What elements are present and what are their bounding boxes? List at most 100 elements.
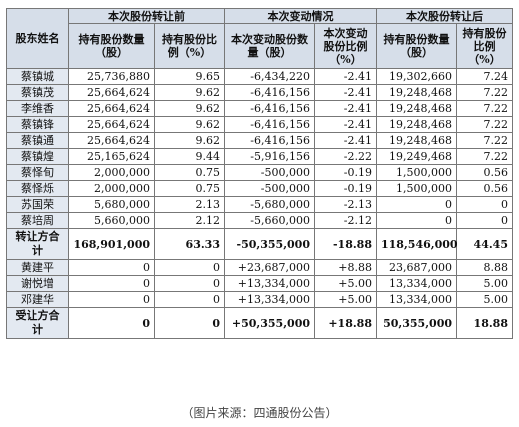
header-pct-held-before: 持有股份比例（%） [154, 23, 225, 69]
pct-held-after-cell: 5.00 [456, 291, 513, 308]
shareholder-name-cell: 蔡镇锋 [6, 116, 69, 133]
shares-held-after-cell: 19,248,468 [376, 100, 457, 117]
table-row: 蔡怿烁 2,000,000 0.75 -500,000 -0.19 1,500,000 0.… [6, 180, 513, 197]
shares-held-before-cell: 0 [68, 307, 155, 339]
shares-held-before-cell: 25,736,880 [68, 68, 155, 85]
table-row: 蔡镇煌 25,165,624 9.44 -5,916,156 -2.22 19,249,4… [6, 148, 513, 165]
shares-held-after-cell: 13,334,000 [376, 275, 457, 292]
shares-held-before-cell: 25,664,624 [68, 116, 155, 133]
pct-held-before-cell: 0 [154, 259, 225, 276]
pct-change-cell: -0.19 [314, 180, 377, 197]
table-row: 蔡培周 5,660,000 2.12 -5,660,000 -2.12 0 0 [6, 212, 513, 229]
shareholder-name-cell: 转让方合计 [6, 228, 69, 260]
pct-held-after-cell: 0.56 [456, 180, 513, 197]
table-row: 苏国荣 5,680,000 2.13 -5,680,000 -2.13 0 0 [6, 196, 513, 213]
pct-held-after-cell: 0 [456, 196, 513, 213]
shares-held-before-cell: 25,664,624 [68, 100, 155, 117]
shareholding-change-table: 股东姓名 本次股份转让前 本次变动情况 本次股份转让后 持有股份数量（股） 持有… [6, 8, 513, 339]
shareholder-name-cell: 蔡培周 [6, 212, 69, 229]
pct-held-after-cell: 44.45 [456, 228, 513, 260]
header-after-transfer: 本次股份转让后 [376, 8, 513, 24]
header-pct-change: 本次变动股份比例（%） [314, 23, 377, 69]
pct-change-cell: -2.41 [314, 100, 377, 117]
header-before-transfer: 本次股份转让前 [68, 8, 225, 24]
shares-held-after-cell: 19,302,660 [376, 68, 457, 85]
table-row: 蔡镇城 25,736,880 9.65 -6,434,220 -2.41 19,302,6… [6, 68, 513, 85]
shares-held-after-cell: 19,248,468 [376, 116, 457, 133]
table-body: 蔡镇城 25,736,880 9.65 -6,434,220 -2.41 19,302,6… [6, 68, 513, 339]
pct-change-cell: -2.12 [314, 212, 377, 229]
shares-change-cell: -500,000 [224, 180, 315, 197]
header-shares-held-before: 持有股份数量（股） [68, 23, 155, 69]
pct-change-cell: -2.13 [314, 196, 377, 213]
pct-held-before-cell: 0 [154, 307, 225, 339]
pct-held-after-cell: 0.56 [456, 164, 513, 181]
header-shares-held-after: 持有股份数量（股） [376, 23, 457, 69]
shareholder-name-cell: 黄建平 [6, 259, 69, 276]
shares-held-after-cell: 19,248,468 [376, 84, 457, 101]
shares-held-before-cell: 25,664,624 [68, 132, 155, 149]
shares-change-cell: -6,416,156 [224, 132, 315, 149]
shares-change-cell: -6,434,220 [224, 68, 315, 85]
shares-change-cell: -6,416,156 [224, 100, 315, 117]
shares-change-cell: +50,355,000 [224, 307, 315, 339]
pct-held-after-cell: 7.22 [456, 132, 513, 149]
pct-held-before-cell: 2.13 [154, 196, 225, 213]
shareholder-name-cell: 谢悦增 [6, 275, 69, 292]
shares-held-after-cell: 1,500,000 [376, 180, 457, 197]
shares-change-cell: -6,416,156 [224, 84, 315, 101]
pct-held-before-cell: 0.75 [154, 164, 225, 181]
pct-held-before-cell: 2.12 [154, 212, 225, 229]
header-pct-held-after: 持有股份比例（%） [456, 23, 513, 69]
pct-held-before-cell: 9.62 [154, 132, 225, 149]
shares-change-cell: -6,416,156 [224, 116, 315, 133]
pct-change-cell: -2.22 [314, 148, 377, 165]
shares-held-before-cell: 0 [68, 259, 155, 276]
header-change: 本次变动情况 [224, 8, 377, 24]
shares-held-before-cell: 0 [68, 291, 155, 308]
shares-held-after-cell: 23,687,000 [376, 259, 457, 276]
pct-change-cell: +18.88 [314, 307, 377, 339]
pct-held-after-cell: 7.22 [456, 116, 513, 133]
shares-held-after-cell: 19,249,468 [376, 148, 457, 165]
pct-change-cell: -2.41 [314, 68, 377, 85]
pct-change-cell: -2.41 [314, 84, 377, 101]
pct-held-after-cell: 8.88 [456, 259, 513, 276]
shares-held-after-cell: 0 [376, 196, 457, 213]
pct-held-after-cell: 5.00 [456, 275, 513, 292]
pct-change-cell: +5.00 [314, 275, 377, 292]
pct-held-after-cell: 0 [456, 212, 513, 229]
shareholder-name-cell: 蔡怿旬 [6, 164, 69, 181]
pct-held-before-cell: 9.62 [154, 116, 225, 133]
table-row: 蔡镇锋 25,664,624 9.62 -6,416,156 -2.41 19,248,4… [6, 116, 513, 133]
shareholder-name-cell: 邓建华 [6, 291, 69, 308]
table-row: 蔡怿旬 2,000,000 0.75 -500,000 -0.19 1,500,000 0.… [6, 164, 513, 181]
shares-held-before-cell: 5,680,000 [68, 196, 155, 213]
shareholder-name-cell: 蔡镇通 [6, 132, 69, 149]
image-source-caption: （图片来源：四通股份公告） [181, 406, 338, 420]
pct-change-cell: -2.41 [314, 116, 377, 133]
shares-change-cell: -50,355,000 [224, 228, 315, 260]
pct-change-cell: +5.00 [314, 291, 377, 308]
pct-change-cell: -0.19 [314, 164, 377, 181]
pct-change-cell: +8.88 [314, 259, 377, 276]
table-row: 蔡镇通 25,664,624 9.62 -6,416,156 -2.41 19,248,4… [6, 132, 513, 149]
pct-change-cell: -18.88 [314, 228, 377, 260]
shares-held-before-cell: 25,165,624 [68, 148, 155, 165]
shares-change-cell: +13,334,000 [224, 275, 315, 292]
pct-change-cell: -2.41 [314, 132, 377, 149]
shares-held-after-cell: 118,546,000 [376, 228, 458, 260]
shares-held-after-cell: 0 [376, 212, 457, 229]
pct-held-after-cell: 18.88 [456, 307, 513, 339]
shareholder-name-cell: 蔡怿烁 [6, 180, 69, 197]
shareholder-name-cell: 苏国荣 [6, 196, 69, 213]
pct-held-before-cell: 9.44 [154, 148, 225, 165]
shares-change-cell: -5,660,000 [224, 212, 315, 229]
pct-held-before-cell: 9.62 [154, 84, 225, 101]
pct-held-before-cell: 63.33 [154, 228, 225, 260]
shareholder-name-cell: 蔡镇城 [6, 68, 69, 85]
shareholder-name-cell: 李维香 [6, 100, 69, 117]
shares-held-before-cell: 2,000,000 [68, 180, 155, 197]
table-row: 蔡镇茂 25,664,624 9.62 -6,416,156 -2.41 19,248,4… [6, 84, 513, 101]
header-shares-change: 本次变动股份数量（股） [224, 23, 315, 69]
